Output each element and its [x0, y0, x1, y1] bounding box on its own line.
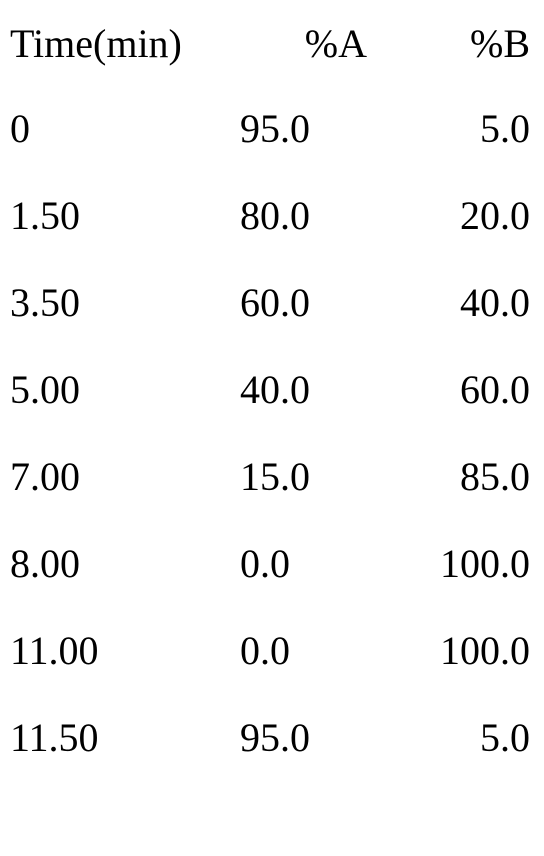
table-row: 1.50 80.0 20.0 — [10, 192, 534, 239]
cell-percent-a: 0.0 — [240, 540, 375, 587]
cell-time: 11.50 — [10, 714, 240, 761]
header-percent-a: %A — [240, 20, 375, 67]
cell-time: 5.00 — [10, 366, 240, 413]
cell-percent-a: 95.0 — [240, 105, 375, 152]
cell-percent-a: 40.0 — [240, 366, 375, 413]
cell-percent-b: 20.0 — [375, 192, 530, 239]
cell-percent-b: 5.0 — [375, 105, 530, 152]
cell-time: 0 — [10, 105, 240, 152]
cell-percent-b: 85.0 — [375, 453, 530, 500]
table-row: 8.00 0.0 100.0 — [10, 540, 534, 587]
header-time: Time(min) — [10, 20, 240, 67]
table-header-row: Time(min) %A %B — [10, 20, 534, 67]
cell-percent-a: 80.0 — [240, 192, 375, 239]
cell-percent-a: 0.0 — [240, 627, 375, 674]
table-row: 3.50 60.0 40.0 — [10, 279, 534, 326]
gradient-table: Time(min) %A %B 0 95.0 5.0 1.50 80.0 20.… — [10, 20, 534, 801]
cell-time: 7.00 — [10, 453, 240, 500]
table-row: 7.00 15.0 85.0 — [10, 453, 534, 500]
cell-time: 1.50 — [10, 192, 240, 239]
header-percent-b: %B — [375, 20, 530, 67]
cell-percent-b: 60.0 — [375, 366, 530, 413]
cell-percent-b: 40.0 — [375, 279, 530, 326]
table-row: 11.50 95.0 5.0 — [10, 714, 534, 761]
cell-time: 3.50 — [10, 279, 240, 326]
cell-percent-a: 15.0 — [240, 453, 375, 500]
cell-percent-a: 60.0 — [240, 279, 375, 326]
table-row: 0 95.0 5.0 — [10, 105, 534, 152]
cell-time: 11.00 — [10, 627, 240, 674]
table-row: 5.00 40.0 60.0 — [10, 366, 534, 413]
table-row: 11.00 0.0 100.0 — [10, 627, 534, 674]
cell-percent-b: 100.0 — [375, 627, 530, 674]
cell-percent-b: 100.0 — [375, 540, 530, 587]
cell-percent-b: 5.0 — [375, 714, 530, 761]
cell-time: 8.00 — [10, 540, 240, 587]
cell-percent-a: 95.0 — [240, 714, 375, 761]
